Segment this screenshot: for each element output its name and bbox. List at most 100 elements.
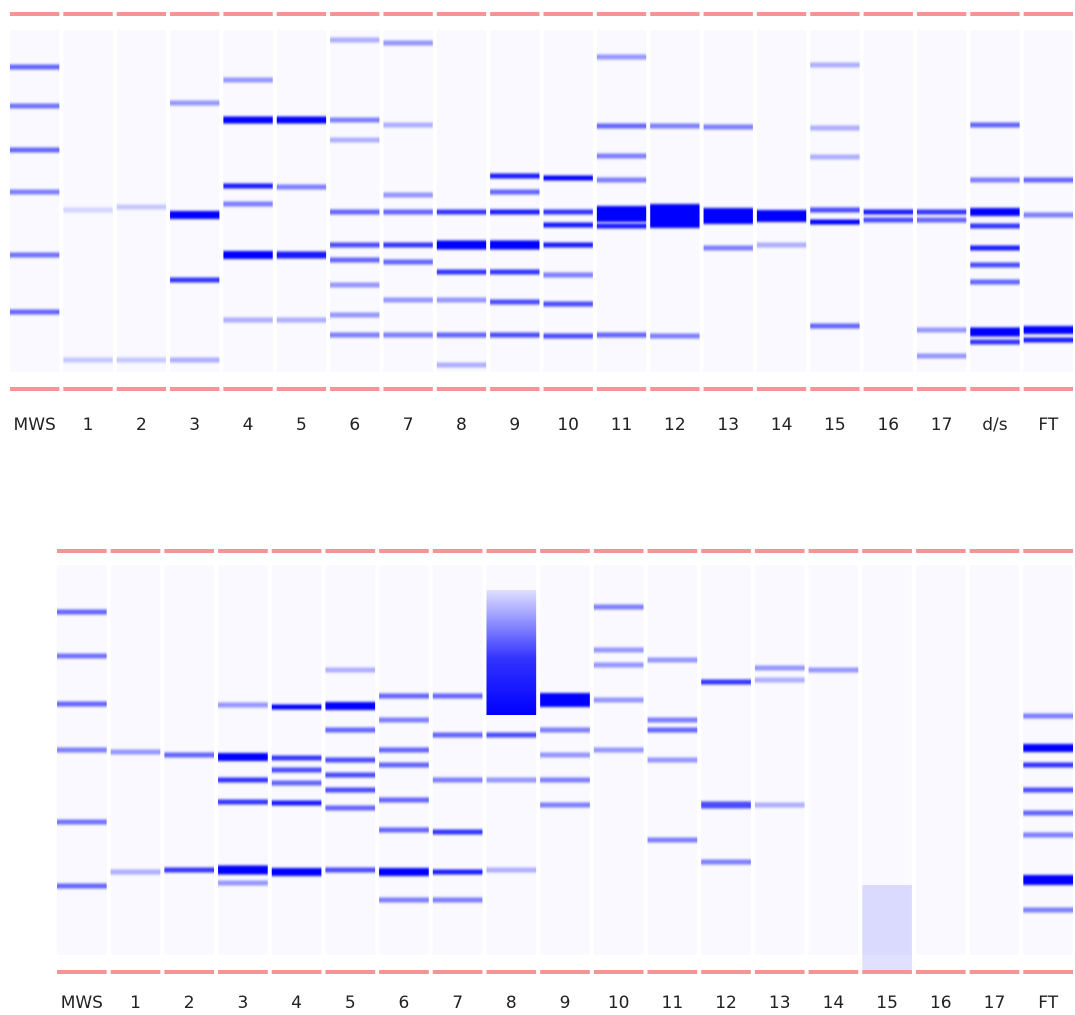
band bbox=[383, 41, 432, 46]
marker-line bbox=[10, 12, 59, 16]
band bbox=[970, 340, 1019, 345]
band bbox=[330, 243, 379, 248]
smear bbox=[486, 590, 536, 715]
band bbox=[325, 806, 375, 811]
band bbox=[597, 154, 646, 159]
band bbox=[437, 210, 486, 215]
band bbox=[223, 117, 272, 124]
marker-line bbox=[701, 549, 751, 553]
marker-line bbox=[486, 970, 536, 974]
band bbox=[597, 124, 646, 129]
lane bbox=[330, 30, 379, 372]
band bbox=[594, 698, 644, 703]
lane-label: 12 bbox=[664, 415, 686, 435]
lane bbox=[916, 565, 966, 955]
lane-label: MWS bbox=[61, 993, 103, 1013]
band bbox=[970, 328, 1019, 337]
marker-line bbox=[433, 970, 483, 974]
marker-line bbox=[433, 549, 483, 553]
marker-line bbox=[704, 387, 753, 391]
lane-label: 14 bbox=[823, 993, 845, 1013]
band bbox=[10, 65, 59, 70]
marker-line bbox=[164, 970, 214, 974]
band bbox=[117, 205, 166, 210]
band bbox=[1023, 714, 1073, 719]
lane-label: MWS bbox=[14, 415, 56, 435]
lane-label: 7 bbox=[403, 415, 414, 435]
band bbox=[272, 768, 322, 773]
marker-line bbox=[594, 970, 644, 974]
band bbox=[544, 176, 593, 181]
lane-label: 17 bbox=[984, 993, 1006, 1013]
band bbox=[325, 728, 375, 733]
band bbox=[379, 868, 429, 876]
lane-label: FT bbox=[1038, 993, 1058, 1013]
band bbox=[325, 702, 375, 710]
marker-line bbox=[809, 970, 859, 974]
band bbox=[917, 328, 966, 333]
band bbox=[917, 354, 966, 359]
marker-line bbox=[916, 970, 966, 974]
band bbox=[810, 220, 859, 225]
band bbox=[57, 748, 107, 753]
band bbox=[594, 663, 644, 668]
marker-line bbox=[862, 549, 912, 553]
band bbox=[540, 753, 590, 758]
marker-line bbox=[325, 549, 375, 553]
marker-line bbox=[111, 970, 161, 974]
lane bbox=[1024, 30, 1073, 372]
marker-line bbox=[111, 549, 161, 553]
band bbox=[57, 654, 107, 659]
marker-line bbox=[917, 387, 966, 391]
band bbox=[433, 733, 483, 738]
marker-line bbox=[490, 12, 539, 16]
band bbox=[810, 324, 859, 329]
lane bbox=[704, 30, 753, 372]
band bbox=[650, 334, 699, 339]
smear bbox=[862, 885, 912, 970]
band bbox=[63, 358, 112, 363]
lane bbox=[490, 30, 539, 372]
marker-line bbox=[117, 12, 166, 16]
band bbox=[810, 63, 859, 68]
band bbox=[330, 138, 379, 143]
band bbox=[970, 178, 1019, 183]
marker-line bbox=[437, 12, 486, 16]
marker-line bbox=[1024, 12, 1073, 16]
lane-label: 10 bbox=[608, 993, 630, 1013]
band bbox=[325, 773, 375, 778]
band bbox=[486, 778, 536, 783]
band bbox=[917, 218, 966, 223]
band bbox=[490, 300, 539, 305]
band bbox=[223, 202, 272, 207]
marker-line bbox=[325, 970, 375, 974]
band bbox=[379, 763, 429, 768]
marker-line bbox=[650, 387, 699, 391]
band bbox=[755, 678, 805, 683]
band bbox=[272, 705, 322, 710]
marker-line bbox=[272, 549, 322, 553]
band bbox=[433, 898, 483, 903]
lane-label: 3 bbox=[189, 415, 200, 435]
band bbox=[379, 718, 429, 723]
band bbox=[597, 178, 646, 183]
marker-line bbox=[810, 387, 859, 391]
band bbox=[218, 703, 268, 708]
band bbox=[490, 174, 539, 179]
band bbox=[277, 318, 326, 323]
marker-line bbox=[379, 549, 429, 553]
band bbox=[437, 270, 486, 275]
marker-line bbox=[540, 549, 590, 553]
lane-label: 1 bbox=[130, 993, 141, 1013]
band bbox=[277, 117, 326, 124]
band bbox=[540, 803, 590, 808]
band bbox=[1023, 833, 1073, 838]
band bbox=[597, 55, 646, 60]
band bbox=[379, 694, 429, 699]
band bbox=[650, 124, 699, 129]
band bbox=[1024, 326, 1073, 334]
lane bbox=[809, 565, 859, 955]
marker-line bbox=[597, 387, 646, 391]
marker-line bbox=[594, 549, 644, 553]
